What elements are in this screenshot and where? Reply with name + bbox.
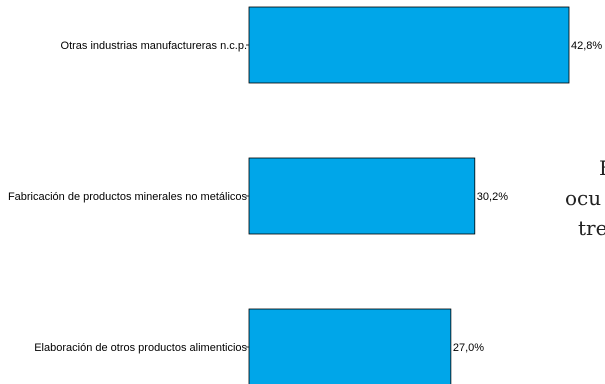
bar-2 [248,157,476,235]
category-label-3: Elaboración de otros productos alimentic… [34,342,247,354]
category-label-2: Fabricación de productos minerales no me… [8,191,248,203]
side-text-line-3: tre [578,216,605,240]
side-text-line-1: E [599,155,605,181]
side-text-line-2: ocu [565,186,602,210]
category-label-1: Otras industrias manufactureras n.c.p. [61,40,247,52]
value-label-2: 30,2% [477,191,508,203]
bar-3 [248,308,452,384]
value-label-3: 27,0% [453,342,484,354]
value-label-1: 42,8% [571,40,602,52]
bar-1 [248,6,570,84]
